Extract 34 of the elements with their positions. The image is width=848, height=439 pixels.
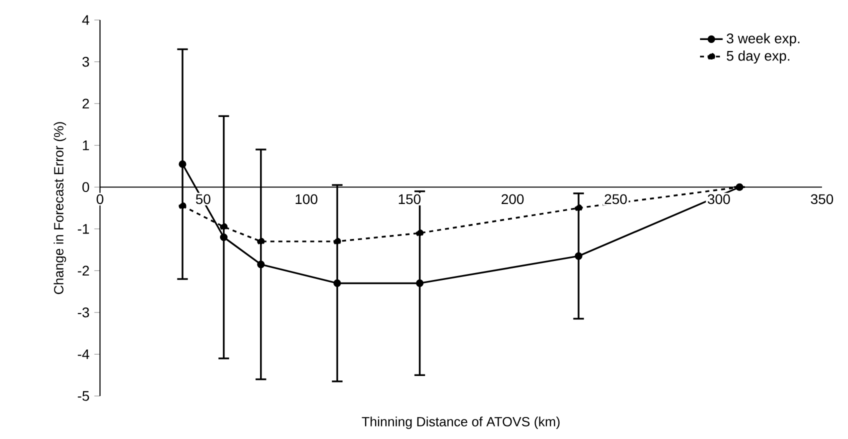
legend-label: 5 day exp. xyxy=(726,50,790,64)
point xyxy=(333,279,342,287)
legend-label: 3 week exp. xyxy=(726,33,800,46)
x-tick-label: 50 xyxy=(196,194,210,204)
point xyxy=(257,238,265,246)
y-tick-label: 0 xyxy=(82,182,90,192)
y-tick-label: 4 xyxy=(82,15,90,25)
x-tick-label: 300 xyxy=(708,194,730,204)
point xyxy=(574,204,582,212)
y-axis-title: Change in Forecast Error (%) xyxy=(54,122,66,294)
point xyxy=(178,160,186,168)
y-tick-label: 2 xyxy=(82,98,89,108)
y-tick-label: -3 xyxy=(78,308,90,318)
x-tick-label: 100 xyxy=(296,194,318,204)
x-tick-label: 350 xyxy=(810,194,834,204)
x-tick-label: 0 xyxy=(96,194,104,204)
point xyxy=(178,202,186,210)
y-tick-label: -5 xyxy=(78,391,90,401)
x-tick-label: 150 xyxy=(398,194,421,204)
x-axis-title: Thinning Distance of ATOVS (km) xyxy=(362,416,560,430)
x-tick-label: 250 xyxy=(604,194,627,204)
y-tick-label: 3 xyxy=(82,56,90,67)
y-tick-label: 1 xyxy=(82,140,89,150)
y-tick-label: -4 xyxy=(78,349,90,360)
point xyxy=(574,252,582,260)
point xyxy=(257,260,265,268)
point xyxy=(416,279,424,287)
y-tick-label: -1 xyxy=(78,224,89,234)
point xyxy=(416,229,424,237)
x-tick-label: 200 xyxy=(502,194,524,204)
point xyxy=(220,223,228,231)
point xyxy=(333,238,342,246)
point xyxy=(220,233,228,242)
y-tick-label: -2 xyxy=(78,266,89,276)
